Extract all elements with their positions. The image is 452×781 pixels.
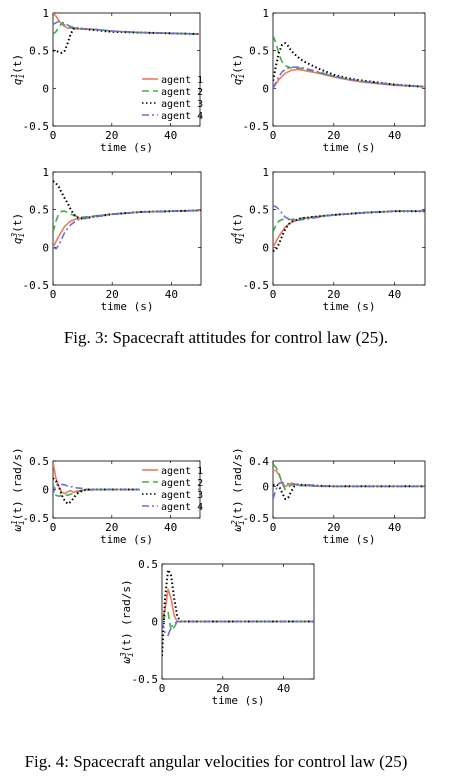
y-tick-label: -0.5 bbox=[243, 120, 270, 133]
y-axis-label: ω3i(t) (rad/s) bbox=[119, 579, 135, 663]
y-tick-label: 0.5 bbox=[29, 204, 49, 217]
y-tick-label: 1 bbox=[42, 7, 49, 20]
x-tick-label: 0 bbox=[50, 129, 57, 142]
y-axis-label: q2i(t) bbox=[230, 54, 246, 85]
y-tick-label: 0 bbox=[42, 82, 49, 95]
y-tick-label: -0.5 bbox=[23, 512, 50, 525]
legend-label: agent 2 bbox=[161, 478, 203, 489]
x-tick-label: 20 bbox=[105, 129, 118, 142]
x-tick-label: 0 bbox=[159, 682, 166, 695]
x-tick-label: 40 bbox=[388, 521, 401, 534]
x-axis-label: time (s) bbox=[323, 300, 376, 313]
y-tick-label: 0.5 bbox=[29, 45, 49, 58]
x-axis-label: time (s) bbox=[100, 533, 153, 546]
x-tick-label: 40 bbox=[164, 129, 177, 142]
x-tick-label: 40 bbox=[277, 682, 290, 695]
y-tick-label: -0.5 bbox=[23, 120, 50, 133]
x-tick-label: 40 bbox=[388, 288, 401, 301]
y-tick-label: 0 bbox=[151, 616, 158, 629]
y-tick-label: 1 bbox=[262, 166, 269, 179]
legend-label: agent 4 bbox=[161, 502, 203, 513]
x-tick-label: 40 bbox=[164, 521, 177, 534]
series-line-agent-3 bbox=[53, 27, 200, 54]
x-tick-label: 20 bbox=[327, 288, 340, 301]
y-tick-label: 0 bbox=[262, 480, 269, 493]
y-axis-label: q4i(t) bbox=[230, 213, 246, 244]
series-line-agent-3 bbox=[273, 483, 425, 500]
y-axis-label: ω2i(t) (rad/s) bbox=[230, 447, 246, 531]
legend-label: agent 4 bbox=[161, 111, 203, 122]
x-tick-label: 20 bbox=[106, 288, 119, 301]
x-tick-label: 20 bbox=[327, 521, 340, 534]
y-tick-label: 0.5 bbox=[138, 558, 158, 571]
x-axis-label: time (s) bbox=[101, 300, 154, 313]
x-tick-label: 40 bbox=[165, 288, 178, 301]
x-tick-label: 0 bbox=[270, 129, 277, 142]
legend-label: agent 1 bbox=[161, 75, 203, 86]
x-tick-label: 0 bbox=[270, 521, 277, 534]
y-tick-label: -0.5 bbox=[132, 673, 159, 686]
y-tick-label: 1 bbox=[42, 166, 49, 179]
y-tick-label: 0 bbox=[262, 82, 269, 95]
figure-3-caption: Fig. 3: Spacecraft attitudes for control… bbox=[63, 328, 389, 347]
y-tick-label: 0 bbox=[42, 484, 49, 497]
y-tick-label: 0.5 bbox=[249, 45, 269, 58]
y-tick-label: 1 bbox=[262, 7, 269, 20]
series-line-agent-3 bbox=[162, 568, 314, 657]
y-tick-label: -0.5 bbox=[23, 279, 50, 292]
series-line-agent-4 bbox=[53, 482, 200, 495]
series-line-agent-4 bbox=[162, 620, 314, 637]
x-tick-label: 0 bbox=[50, 521, 57, 534]
y-axis-label: q3i(t) bbox=[10, 213, 26, 244]
series-line-agent-3 bbox=[53, 477, 200, 505]
legend-box bbox=[140, 72, 198, 122]
y-axis-label: q1i(t) bbox=[10, 54, 26, 85]
legend-label: agent 3 bbox=[161, 490, 203, 501]
x-axis-label: time (s) bbox=[323, 141, 376, 154]
plot-frame bbox=[272, 460, 426, 519]
legend-label: agent 2 bbox=[161, 87, 203, 98]
x-tick-label: 20 bbox=[327, 129, 340, 142]
series-line-agent-4 bbox=[273, 481, 425, 500]
x-tick-label: 20 bbox=[105, 521, 118, 534]
plot-frame bbox=[52, 171, 202, 286]
figure-4-caption: Fig. 4: Spacecraft angular velocities fo… bbox=[24, 752, 408, 771]
legend-label: agent 3 bbox=[161, 99, 203, 110]
x-tick-label: 20 bbox=[216, 682, 229, 695]
y-tick-label: 0.5 bbox=[29, 455, 49, 468]
y-tick-label: -0.5 bbox=[243, 512, 270, 525]
y-axis-label: ω1i(t) (rad/s) bbox=[10, 447, 26, 531]
y-tick-label: -0.5 bbox=[243, 279, 270, 292]
y-tick-label: 0.5 bbox=[249, 204, 269, 217]
x-axis-label: time (s) bbox=[100, 141, 153, 154]
x-axis-label: time (s) bbox=[323, 533, 376, 546]
y-tick-label: 0 bbox=[42, 241, 49, 254]
legend-label: agent 1 bbox=[161, 466, 203, 477]
x-tick-label: 0 bbox=[50, 288, 57, 301]
y-tick-label: 0 bbox=[262, 241, 269, 254]
x-axis-label: time (s) bbox=[212, 694, 265, 707]
plot-frame bbox=[272, 171, 426, 286]
series-line-agent-4 bbox=[53, 20, 200, 35]
x-tick-label: 0 bbox=[270, 288, 277, 301]
legend-box bbox=[140, 463, 198, 513]
series-line-agent-4 bbox=[273, 66, 425, 89]
x-tick-label: 40 bbox=[388, 129, 401, 142]
y-tick-label: 0.4 bbox=[249, 455, 269, 468]
